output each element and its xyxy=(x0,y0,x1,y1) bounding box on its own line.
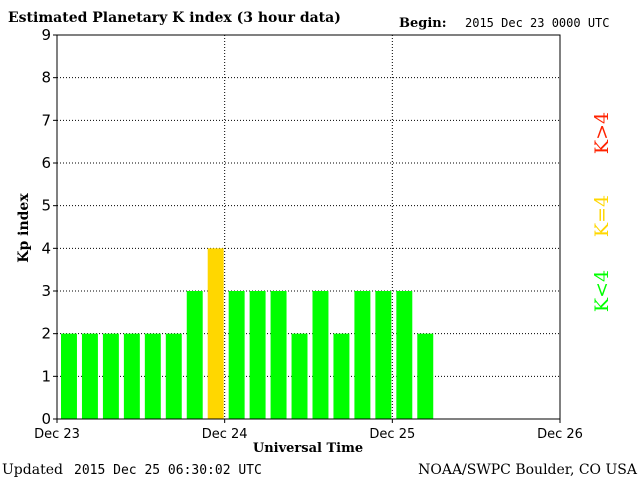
y-tick-label: 0 xyxy=(41,410,51,428)
legend-k-equal-4: K=4 xyxy=(591,195,613,237)
source-credit: NOAA/SWPC Boulder, CO USA xyxy=(418,462,638,478)
kp-bar xyxy=(417,333,434,419)
x-tick-label: Dec 23 xyxy=(34,427,80,442)
kp-bar xyxy=(186,291,203,419)
plot-frame xyxy=(56,34,561,420)
y-tick-label: 3 xyxy=(41,282,51,300)
chart-title: Estimated Planetary K index (3 hour data… xyxy=(8,10,341,26)
kp-bar xyxy=(228,291,245,419)
updated-label: Updated xyxy=(2,462,63,478)
y-tick-label: 8 xyxy=(41,69,51,87)
kp-bar xyxy=(354,291,371,419)
kp-bar xyxy=(61,333,77,419)
x-tick-label: Dec 26 xyxy=(537,427,583,442)
y-tick-label: 9 xyxy=(41,26,51,44)
y-tick-label: 4 xyxy=(41,239,51,257)
legend-k-above-4: K>4 xyxy=(591,112,613,154)
kp-bar xyxy=(312,291,329,419)
kp-bar xyxy=(81,333,98,419)
y-axis-label: Kp index xyxy=(16,193,32,263)
plot-area: 0 1 2 3 4 5 6 7 8 9 Dec 23 Dec 24 Dec 25 Dec 26 xyxy=(34,26,583,442)
kp-bar xyxy=(249,291,266,419)
updated-value: 2015 Dec 25 06:30:02 UTC xyxy=(74,463,262,478)
kp-bar xyxy=(333,333,350,419)
kp-bar xyxy=(207,248,224,419)
kp-bar xyxy=(102,333,119,419)
y-tick-label: 5 xyxy=(41,197,51,215)
kp-bar xyxy=(396,291,413,419)
kp-bar xyxy=(165,333,182,419)
legend-k-below-4: K<4 xyxy=(591,270,613,312)
y-tick-label: 1 xyxy=(41,367,51,385)
kp-bar xyxy=(291,333,308,419)
kp-bar xyxy=(123,333,140,419)
y-tick-label: 2 xyxy=(41,325,51,343)
begin-value: 2015 Dec 23 0000 UTC xyxy=(465,16,610,30)
x-tick-label: Dec 24 xyxy=(202,427,248,442)
x-tick-label: Dec 25 xyxy=(369,427,415,442)
kp-bar xyxy=(144,333,161,419)
kp-bar xyxy=(270,291,287,419)
y-tick-label: 6 xyxy=(41,154,51,172)
begin-label: Begin: xyxy=(399,16,447,31)
kp-bar xyxy=(375,291,392,419)
x-axis-label: Universal Time xyxy=(253,441,363,456)
y-tick-label: 7 xyxy=(41,111,51,129)
